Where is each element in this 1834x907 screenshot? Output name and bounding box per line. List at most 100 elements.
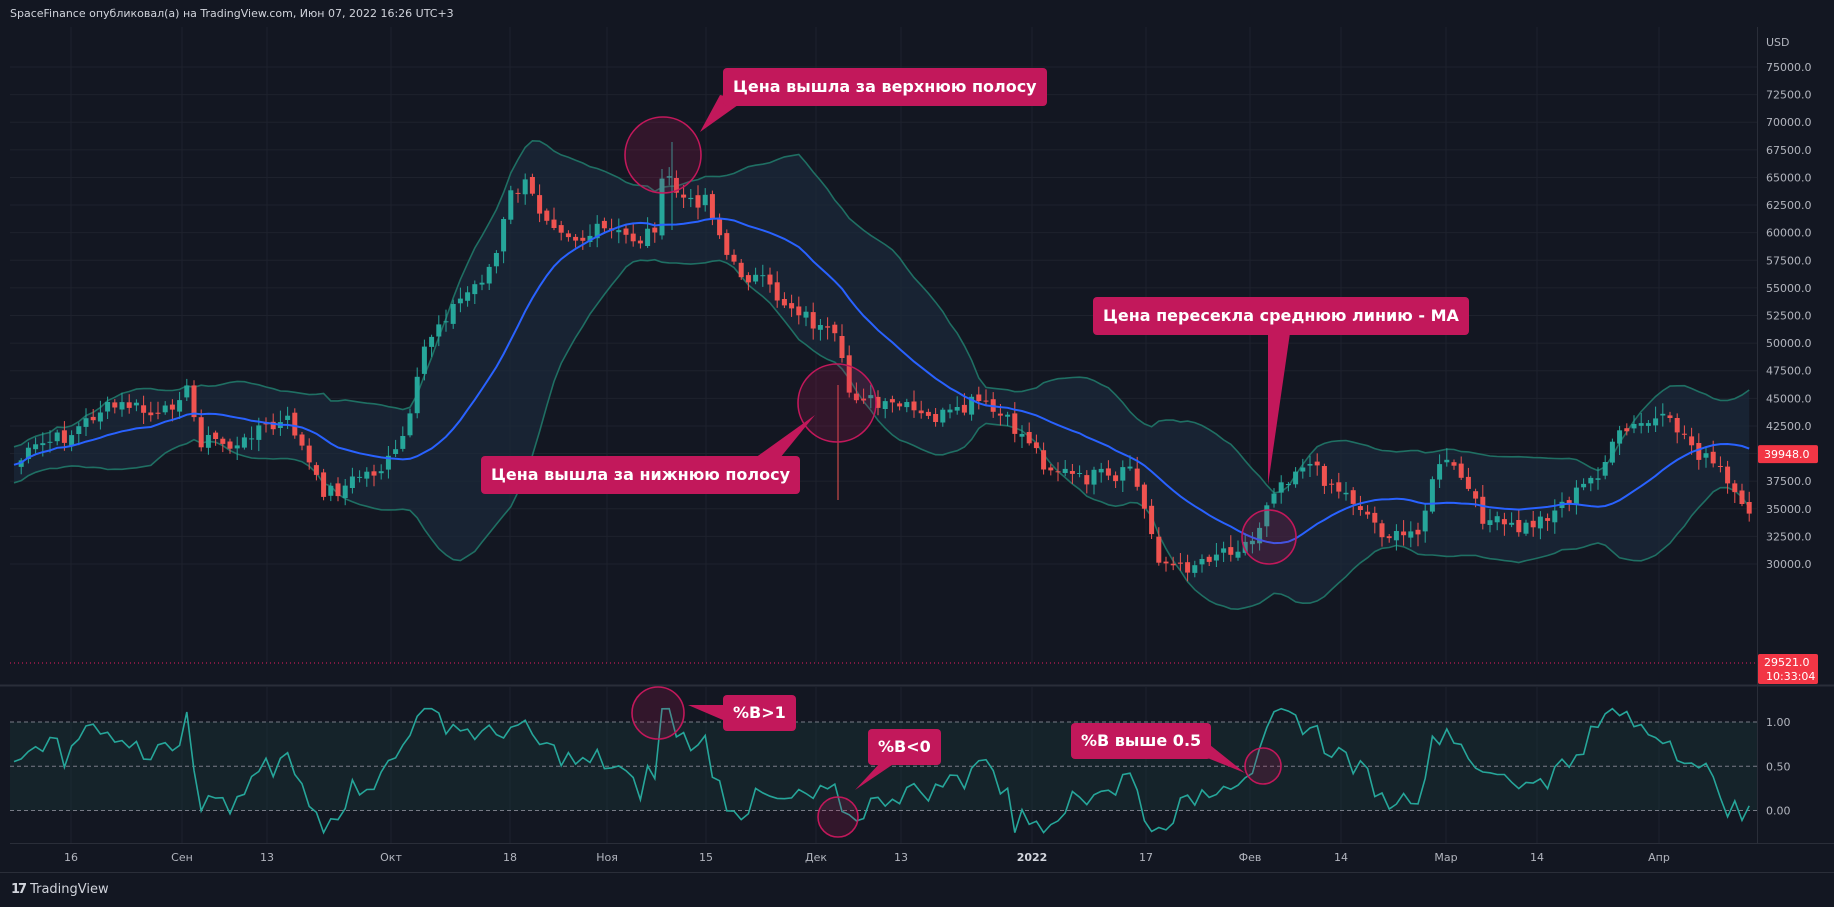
candle-body bbox=[645, 228, 651, 246]
candle-body bbox=[25, 447, 31, 459]
brand-name: TradingView bbox=[30, 882, 109, 897]
candle-body bbox=[249, 438, 255, 440]
candle-body bbox=[1098, 468, 1104, 473]
candle-body bbox=[18, 460, 24, 467]
candle-body bbox=[832, 324, 838, 334]
time-tick-label: Апр bbox=[1648, 851, 1670, 864]
candle-body bbox=[515, 192, 521, 194]
callout-pointer bbox=[1200, 737, 1245, 773]
price-tick-label: 37500.0 bbox=[1766, 475, 1812, 488]
candlesticks bbox=[18, 142, 1752, 582]
candle-body bbox=[119, 402, 125, 410]
marker-price-box bbox=[1758, 654, 1818, 684]
candle-body bbox=[1617, 430, 1623, 444]
current-price-label: 39948.0 bbox=[1764, 448, 1810, 461]
candle-body bbox=[1609, 441, 1615, 463]
candle-body bbox=[717, 218, 723, 236]
candle-body bbox=[1667, 415, 1673, 418]
candle-body bbox=[47, 441, 53, 443]
time-tick-label: 17 bbox=[1139, 851, 1153, 864]
candle-body bbox=[1026, 432, 1032, 444]
candle-body bbox=[328, 485, 334, 496]
time-tick-label: Фев bbox=[1239, 851, 1262, 864]
candle-body bbox=[969, 396, 975, 415]
candle-body bbox=[1357, 506, 1363, 510]
tradingview-logo-icon: 17 bbox=[11, 882, 27, 897]
price-tick-label: 35000.0 bbox=[1766, 503, 1812, 516]
candle-body bbox=[1487, 520, 1493, 525]
candle-body bbox=[1365, 511, 1371, 515]
pb-tick-label: 1.00 bbox=[1766, 716, 1791, 729]
candle-body bbox=[1451, 462, 1457, 466]
bollinger-bands bbox=[13, 139, 1750, 611]
candle-body bbox=[1120, 467, 1126, 481]
candle-body bbox=[385, 455, 391, 470]
callout-pointer bbox=[855, 763, 895, 790]
candle-body bbox=[933, 414, 939, 422]
candle-body bbox=[61, 430, 67, 443]
tradingview-brand[interactable]: 17 TradingView bbox=[11, 882, 109, 897]
price-axis[interactable]: USD 75000.0 72500.0 70000.0 67500.0 65000.0 62… bbox=[1758, 36, 1818, 684]
candle-body bbox=[1602, 462, 1608, 476]
candle-body bbox=[1300, 467, 1306, 472]
candle-body bbox=[105, 402, 111, 412]
candle-body bbox=[184, 385, 190, 398]
candle-body bbox=[69, 435, 75, 446]
candle-body bbox=[76, 426, 82, 434]
candle-body bbox=[1350, 490, 1356, 504]
candle-body bbox=[573, 236, 579, 241]
candle-body bbox=[1228, 547, 1234, 555]
candle-body bbox=[1149, 505, 1155, 535]
candle-body bbox=[1105, 468, 1111, 476]
highlight-circle bbox=[797, 363, 877, 443]
candle-body bbox=[1530, 520, 1536, 528]
candle-body bbox=[313, 465, 319, 475]
candle-body bbox=[1069, 471, 1075, 474]
publication-line: SpaceFinance опубликовал(а) на TradingVi… bbox=[0, 0, 1834, 27]
percent-b-axis[interactable]: 1.00 0.50 0.00 bbox=[1766, 716, 1791, 818]
price-chart[interactable]: USD 75000.0 72500.0 70000.0 67500.0 65000.0 62… bbox=[0, 0, 1834, 872]
candle-body bbox=[1379, 523, 1385, 538]
candle-body bbox=[450, 304, 456, 324]
time-axis[interactable]: 16 Сен 13 Окт 18 Ноя 15 Дек 13 2022 17 Фев 14 Мар 14 Ап… bbox=[64, 851, 1670, 864]
candle-body bbox=[1084, 475, 1090, 485]
candle-body bbox=[1278, 482, 1284, 493]
candle-body bbox=[198, 417, 204, 448]
candle-body bbox=[601, 220, 607, 229]
candle-body bbox=[1019, 433, 1025, 437]
candle-body bbox=[508, 190, 514, 220]
candle-body bbox=[1422, 510, 1428, 532]
band-fill bbox=[14, 140, 1750, 610]
candle-body bbox=[1681, 433, 1687, 435]
price-tick-label: 50000.0 bbox=[1766, 337, 1812, 350]
candle-body bbox=[529, 177, 535, 194]
price-tick-label: 67500.0 bbox=[1766, 144, 1812, 157]
candle-body bbox=[1163, 561, 1169, 564]
candle-body bbox=[558, 225, 564, 233]
price-tick-label: 47500.0 bbox=[1766, 365, 1812, 378]
candle-body bbox=[659, 178, 665, 236]
candle-body bbox=[1012, 413, 1018, 434]
candle-body bbox=[731, 254, 737, 262]
candle-body bbox=[191, 385, 197, 418]
candle-body bbox=[1545, 518, 1551, 521]
time-tick-label: Сен bbox=[171, 851, 193, 864]
price-tick-label: 32500.0 bbox=[1766, 530, 1812, 543]
candle-body bbox=[1444, 459, 1450, 463]
callout-pointers bbox=[688, 95, 1290, 790]
candle-body bbox=[299, 434, 305, 446]
candle-body bbox=[1041, 450, 1047, 470]
candle-body bbox=[1372, 512, 1378, 523]
candle-body bbox=[414, 376, 420, 414]
candle-body bbox=[241, 437, 247, 448]
candle-body bbox=[1221, 548, 1227, 553]
candle-body bbox=[465, 292, 471, 301]
price-tick-label: 72500.0 bbox=[1766, 89, 1812, 102]
candle-body bbox=[1271, 493, 1277, 504]
candle-body bbox=[882, 401, 888, 409]
price-tick-label: 75000.0 bbox=[1766, 61, 1812, 74]
candle-body bbox=[1127, 466, 1133, 469]
time-tick-label: 13 bbox=[894, 851, 908, 864]
candle-body bbox=[378, 471, 384, 474]
candle-body bbox=[292, 412, 298, 436]
